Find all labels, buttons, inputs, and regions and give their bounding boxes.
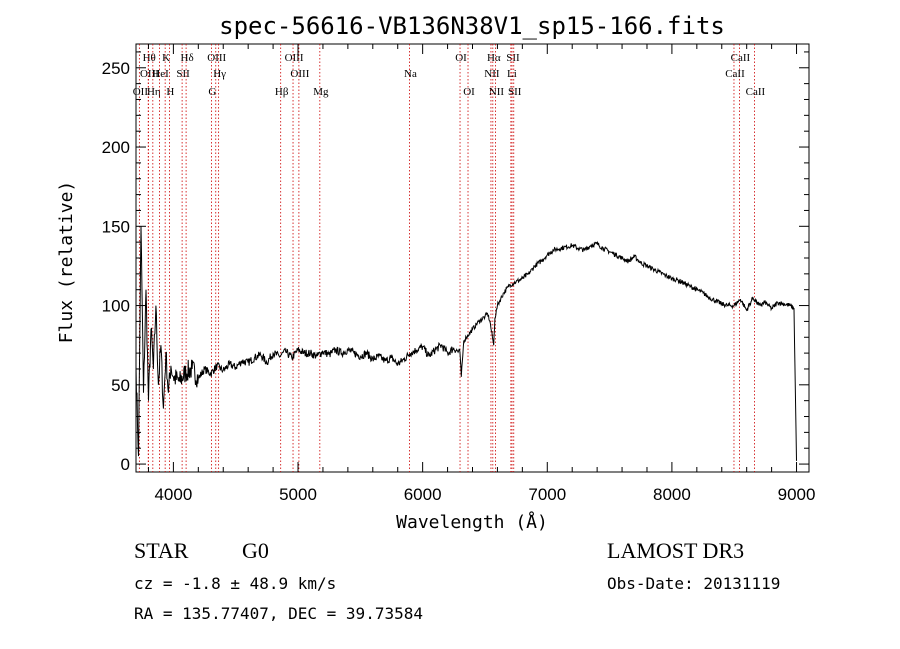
x-tick-label: 7000 (528, 485, 566, 504)
y-tick-label: 250 (102, 59, 130, 78)
line-label: OIII (285, 52, 304, 64)
sky-coordinates: RA = 135.77407, DEC = 39.73584 (134, 604, 423, 623)
plot-frame (135, 43, 810, 473)
spectrum-line (135, 226, 797, 461)
line-label: OI (455, 52, 467, 64)
line-label: Hη (147, 86, 161, 98)
line-label: Li (507, 68, 517, 80)
chart-title: spec-56616-VB136N38V1_sp15-166.fits (219, 12, 725, 40)
y-tick-label: 100 (102, 297, 130, 316)
line-label: OIII (290, 68, 309, 80)
spectrum-chart: spec-56616-VB136N38V1_sp15-166.fits OIIH… (56, 12, 816, 533)
line-label: OIII (207, 52, 226, 64)
y-tick-label: 200 (102, 138, 130, 157)
line-label: G (208, 86, 216, 98)
y-tick-label: 0 (121, 455, 130, 474)
line-label: Hθ (143, 52, 156, 64)
line-label: Hα (487, 52, 501, 64)
x-tick-label: 8000 (653, 485, 691, 504)
observation-date: Obs-Date: 20131119 (607, 574, 781, 593)
line-label: SII (176, 68, 190, 80)
line-label: SII (508, 86, 522, 98)
line-label: OI (463, 86, 475, 98)
line-label: CaII (746, 86, 766, 98)
line-label: Hβ (275, 86, 289, 98)
line-label: NII (489, 86, 505, 98)
y-axis-label: Flux (relative) (56, 181, 77, 344)
emission-line-markers: OIIHθOIIIHηHeIKHSIIHδGOIIIHγHβOIIIOIIIMg… (133, 44, 766, 472)
y-tick-label: 150 (102, 217, 130, 236)
line-label: Hδ (181, 52, 194, 64)
x-tick-label: 6000 (404, 485, 442, 504)
object-class: STAR (134, 538, 189, 563)
survey-name: LAMOST DR3 (607, 538, 745, 563)
x-tick-label: 5000 (279, 485, 317, 504)
x-tick-label: 9000 (778, 485, 816, 504)
line-label: CaII (731, 52, 751, 64)
line-label: OII (133, 86, 149, 98)
line-label: NII (484, 68, 500, 80)
object-subclass: G0 (242, 538, 269, 563)
redshift-velocity: cz = -1.8 ± 48.9 km/s (134, 574, 337, 593)
line-label: HeI (152, 68, 169, 80)
axis-ticks: 4000 5000 6000 7000 8000 9000 0 50 100 150 200 250 (102, 44, 816, 504)
line-label: Na (404, 68, 417, 80)
line-label: OIII (140, 68, 159, 80)
x-axis-label: Wavelength (Å) (396, 511, 548, 533)
line-label: Hγ (213, 68, 226, 80)
y-tick-label: 50 (111, 376, 130, 395)
line-label: Mg (313, 86, 329, 98)
line-label: H (166, 86, 174, 98)
line-label: CaII (725, 68, 745, 80)
line-label: K (162, 52, 170, 64)
line-label: SII (506, 52, 520, 64)
x-tick-label: 4000 (154, 485, 192, 504)
